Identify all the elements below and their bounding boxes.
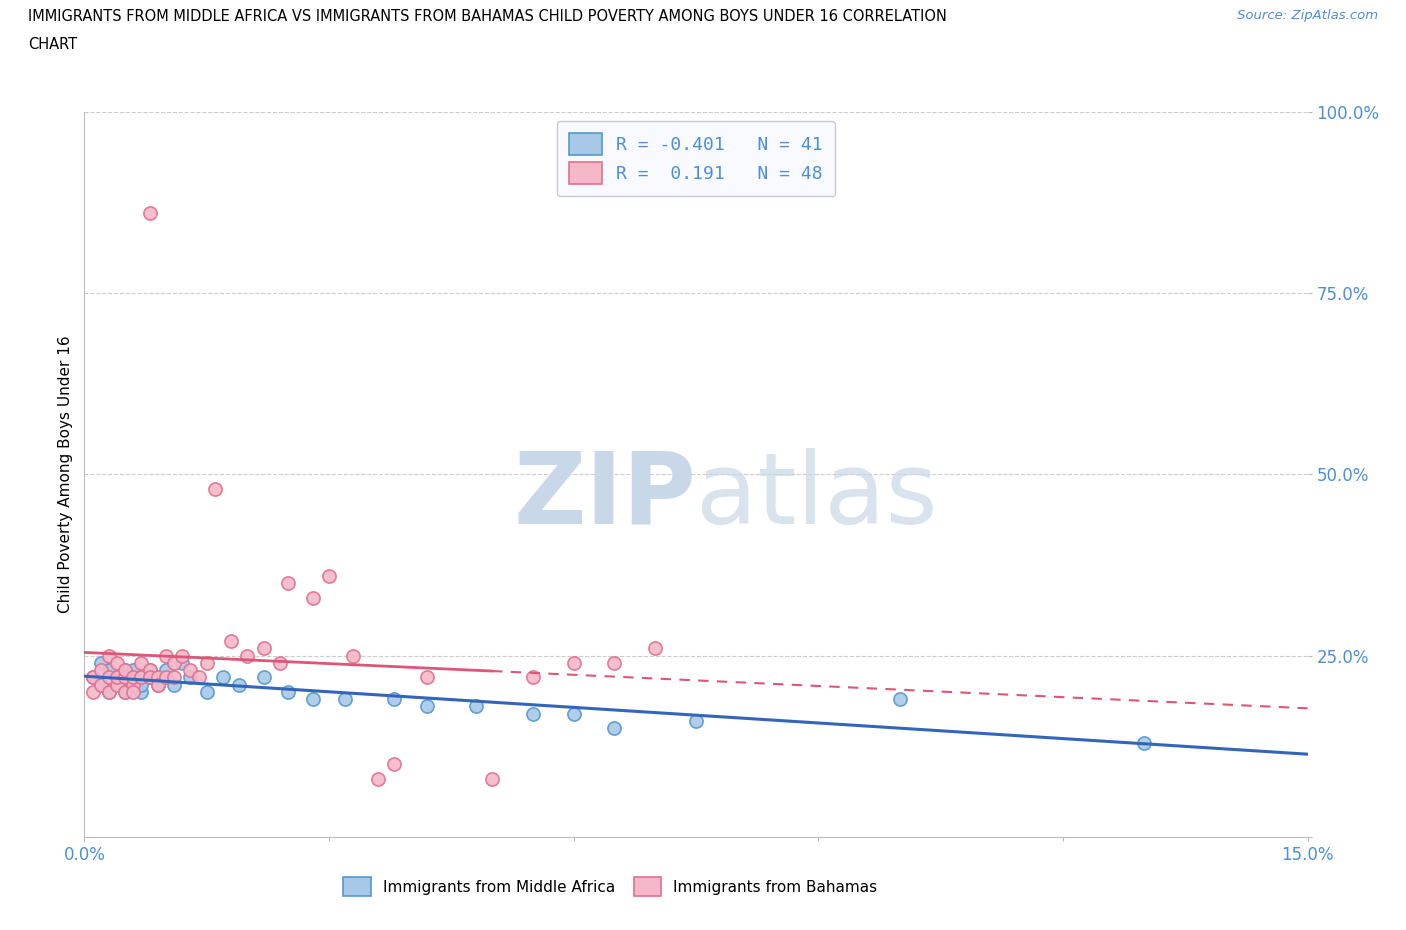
Point — [82, 670, 104, 684]
Point — [97, 648, 120, 663]
Point — [277, 684, 299, 699]
Point — [105, 677, 128, 692]
Point — [97, 684, 120, 699]
Point — [228, 677, 250, 692]
Point — [204, 482, 226, 497]
Point — [318, 568, 340, 583]
Point — [179, 670, 201, 684]
Point — [603, 656, 626, 671]
Point — [172, 656, 194, 671]
Point — [172, 648, 194, 663]
Point — [219, 633, 242, 648]
Point — [82, 670, 104, 684]
Point — [253, 670, 276, 684]
Point — [146, 677, 169, 692]
Point — [105, 656, 128, 671]
Point — [382, 692, 405, 707]
Text: atlas: atlas — [696, 447, 938, 545]
Point — [105, 670, 128, 684]
Point — [97, 670, 120, 684]
Point — [562, 706, 585, 721]
Point — [90, 663, 112, 678]
Point — [97, 684, 120, 699]
Point — [146, 670, 169, 684]
Point — [105, 670, 128, 684]
Point — [122, 670, 145, 684]
Point — [138, 663, 160, 678]
Point — [253, 641, 276, 656]
Point — [131, 677, 153, 692]
Text: IMMIGRANTS FROM MIDDLE AFRICA VS IMMIGRANTS FROM BAHAMAS CHILD POVERTY AMONG BOY: IMMIGRANTS FROM MIDDLE AFRICA VS IMMIGRA… — [28, 9, 948, 24]
Point — [114, 670, 136, 684]
Point — [416, 670, 439, 684]
Point — [131, 670, 153, 684]
Y-axis label: Child Poverty Among Boys Under 16: Child Poverty Among Boys Under 16 — [58, 336, 73, 613]
Point — [105, 677, 128, 692]
Point — [131, 656, 153, 671]
Point — [367, 772, 389, 787]
Point — [269, 656, 291, 671]
Point — [644, 641, 666, 656]
Point — [97, 663, 120, 678]
Point — [212, 670, 235, 684]
Point — [155, 670, 177, 684]
Point — [138, 663, 160, 678]
Point — [114, 663, 136, 678]
Point — [114, 684, 136, 699]
Point — [131, 684, 153, 699]
Point — [155, 670, 177, 684]
Point — [163, 670, 186, 684]
Point — [195, 684, 218, 699]
Point — [114, 663, 136, 678]
Point — [146, 677, 169, 692]
Point — [90, 656, 112, 671]
Point — [382, 757, 405, 772]
Point — [603, 721, 626, 736]
Point — [481, 772, 503, 787]
Point — [138, 670, 160, 684]
Point — [163, 677, 186, 692]
Point — [82, 684, 104, 699]
Point — [179, 663, 201, 678]
Point — [416, 699, 439, 714]
Point — [122, 670, 145, 684]
Point — [114, 684, 136, 699]
Text: Source: ZipAtlas.com: Source: ZipAtlas.com — [1237, 9, 1378, 22]
Point — [889, 692, 911, 707]
Point — [122, 663, 145, 678]
Point — [114, 670, 136, 684]
Point — [122, 677, 145, 692]
Point — [163, 656, 186, 671]
Point — [301, 692, 323, 707]
Point — [155, 648, 177, 663]
Point — [90, 677, 112, 692]
Point — [155, 663, 177, 678]
Point — [342, 648, 364, 663]
Point — [131, 670, 153, 684]
Point — [122, 684, 145, 699]
Point — [187, 670, 209, 684]
Point — [562, 656, 585, 671]
Point — [335, 692, 357, 707]
Legend: Immigrants from Middle Africa, Immigrants from Bahamas: Immigrants from Middle Africa, Immigrant… — [337, 871, 883, 902]
Point — [464, 699, 486, 714]
Point — [1133, 736, 1156, 751]
Point — [685, 713, 707, 728]
Point — [522, 706, 544, 721]
Point — [522, 670, 544, 684]
Point — [195, 656, 218, 671]
Point — [301, 591, 323, 605]
Point — [138, 670, 160, 684]
Point — [146, 670, 169, 684]
Point — [90, 677, 112, 692]
Point — [236, 648, 259, 663]
Text: CHART: CHART — [28, 37, 77, 52]
Point — [277, 576, 299, 591]
Point — [138, 206, 160, 220]
Text: ZIP: ZIP — [513, 447, 696, 545]
Point — [122, 677, 145, 692]
